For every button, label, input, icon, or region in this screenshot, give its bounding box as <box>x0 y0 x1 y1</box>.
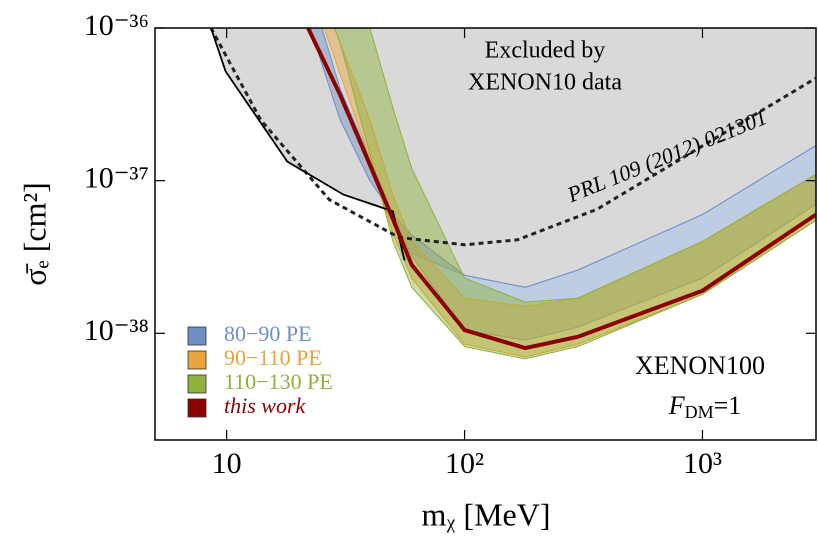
y-axis-label: σ̄ₑ [cm²] <box>16 182 52 285</box>
x-tick-label: 10² <box>445 447 484 480</box>
legend-swatch <box>187 398 207 418</box>
band <box>309 28 816 341</box>
x-axis-label: mᵪ [MeV] <box>422 496 551 532</box>
x-tick-label: 10³ <box>683 447 722 480</box>
annotation: DM <box>685 402 714 422</box>
y-tick-label: 10⁻³⁸ <box>84 314 149 347</box>
legend-swatch <box>187 350 207 370</box>
legend-label: 80−90 PE <box>224 321 312 346</box>
annotation: F <box>668 391 686 420</box>
x-tick-label: 10 <box>212 447 242 480</box>
region-label: Excluded by <box>485 38 606 64</box>
region-label: XENON10 data <box>468 70 622 96</box>
legend-label: 90−110 PE <box>224 345 322 370</box>
annotation: XENON100 <box>635 351 765 380</box>
legend-label: 110−130 PE <box>224 369 333 394</box>
y-tick-label: 10⁻³⁷ <box>84 162 149 195</box>
line <box>306 28 816 351</box>
legend-swatch <box>187 374 207 394</box>
legend-swatch <box>187 326 207 346</box>
prl-curve <box>209 28 816 247</box>
legend-label: this work <box>224 393 307 418</box>
annotation: FDM=1 <box>668 391 742 422</box>
y-tick-label: 10⁻³⁶ <box>84 9 149 42</box>
annotation: =1 <box>714 391 742 420</box>
plot-layer <box>209 28 816 360</box>
plot-frame <box>154 27 817 441</box>
